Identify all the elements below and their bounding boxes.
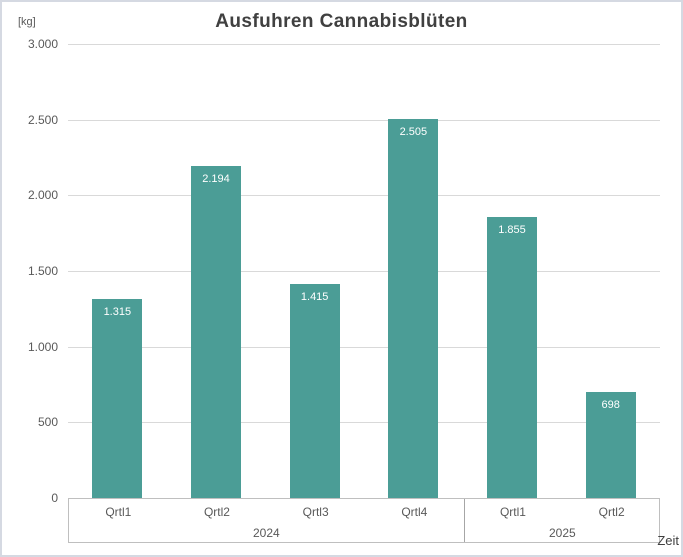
bar-2025-qrtl1: 1.855 (487, 217, 537, 498)
y-tick-label: 1.500 (27, 264, 58, 278)
plot-area: 1.315 2.194 1.415 2.505 1.855 698 (68, 44, 660, 498)
bar-2024-qrtl2: 2.194 (191, 165, 241, 498)
x-tick-label-quarter: Qrtl1 (105, 505, 132, 519)
y-tick-label: 500 (37, 415, 58, 430)
bar-2024-qrtl3: 1.415 (289, 283, 340, 498)
y-tick-label: 2.000 (27, 188, 58, 203)
gridline (68, 346, 660, 348)
bar-value-label: 698 (601, 399, 620, 412)
gridline (68, 44, 660, 45)
y-tick-label: 1.000 (27, 339, 58, 354)
bar-value-label: 1.855 (498, 224, 526, 237)
bar-2025-qrtl2: 698 (585, 392, 636, 498)
bar-value-label: 2.505 (399, 125, 428, 138)
x-tick-label-quarter: Qrtl4 (401, 505, 428, 519)
bar-value-label: 2.194 (202, 172, 230, 185)
chart-title: Ausfuhren Cannabisblüten (215, 11, 468, 32)
x-tick-label-quarter: Qrtl1 (499, 505, 526, 519)
y-tick-label: 2.500 (27, 112, 58, 127)
bar-2024-qrtl4: 2.505 (388, 118, 439, 498)
x-tick-label-quarter: Qrtl2 (598, 505, 625, 519)
x-tick-label-quarter: Qrtl3 (302, 505, 329, 519)
bar-value-label: 1.315 (103, 305, 132, 318)
category-axis: Qrtl1 Qrtl2 Qrtl3 Qrtl4 Qrtl1 Qrtl2 2024 2025 (68, 498, 660, 543)
gridline (68, 422, 660, 424)
gridline (68, 195, 660, 197)
y-axis-unit-label: [kg] (18, 16, 36, 28)
x-tick-label-quarter: Qrtl2 (203, 505, 230, 519)
y-tick-label: 0 (51, 491, 58, 505)
y-axis-labels: 3.000 2.500 2.000 1.500 1.000 500 0 (0, 0, 58, 557)
y-tick-label: 3.000 (27, 37, 58, 51)
x-tick-label-year: 2025 (548, 526, 576, 540)
x-axis-title: Zeit (657, 533, 679, 548)
bar-2024-qrtl1: 1.315 (92, 298, 143, 498)
year-group-divider (463, 499, 465, 542)
gridline (68, 271, 660, 272)
bar-value-label: 1.415 (300, 290, 329, 303)
gridline (68, 119, 660, 121)
x-tick-label-year: 2024 (252, 526, 280, 540)
